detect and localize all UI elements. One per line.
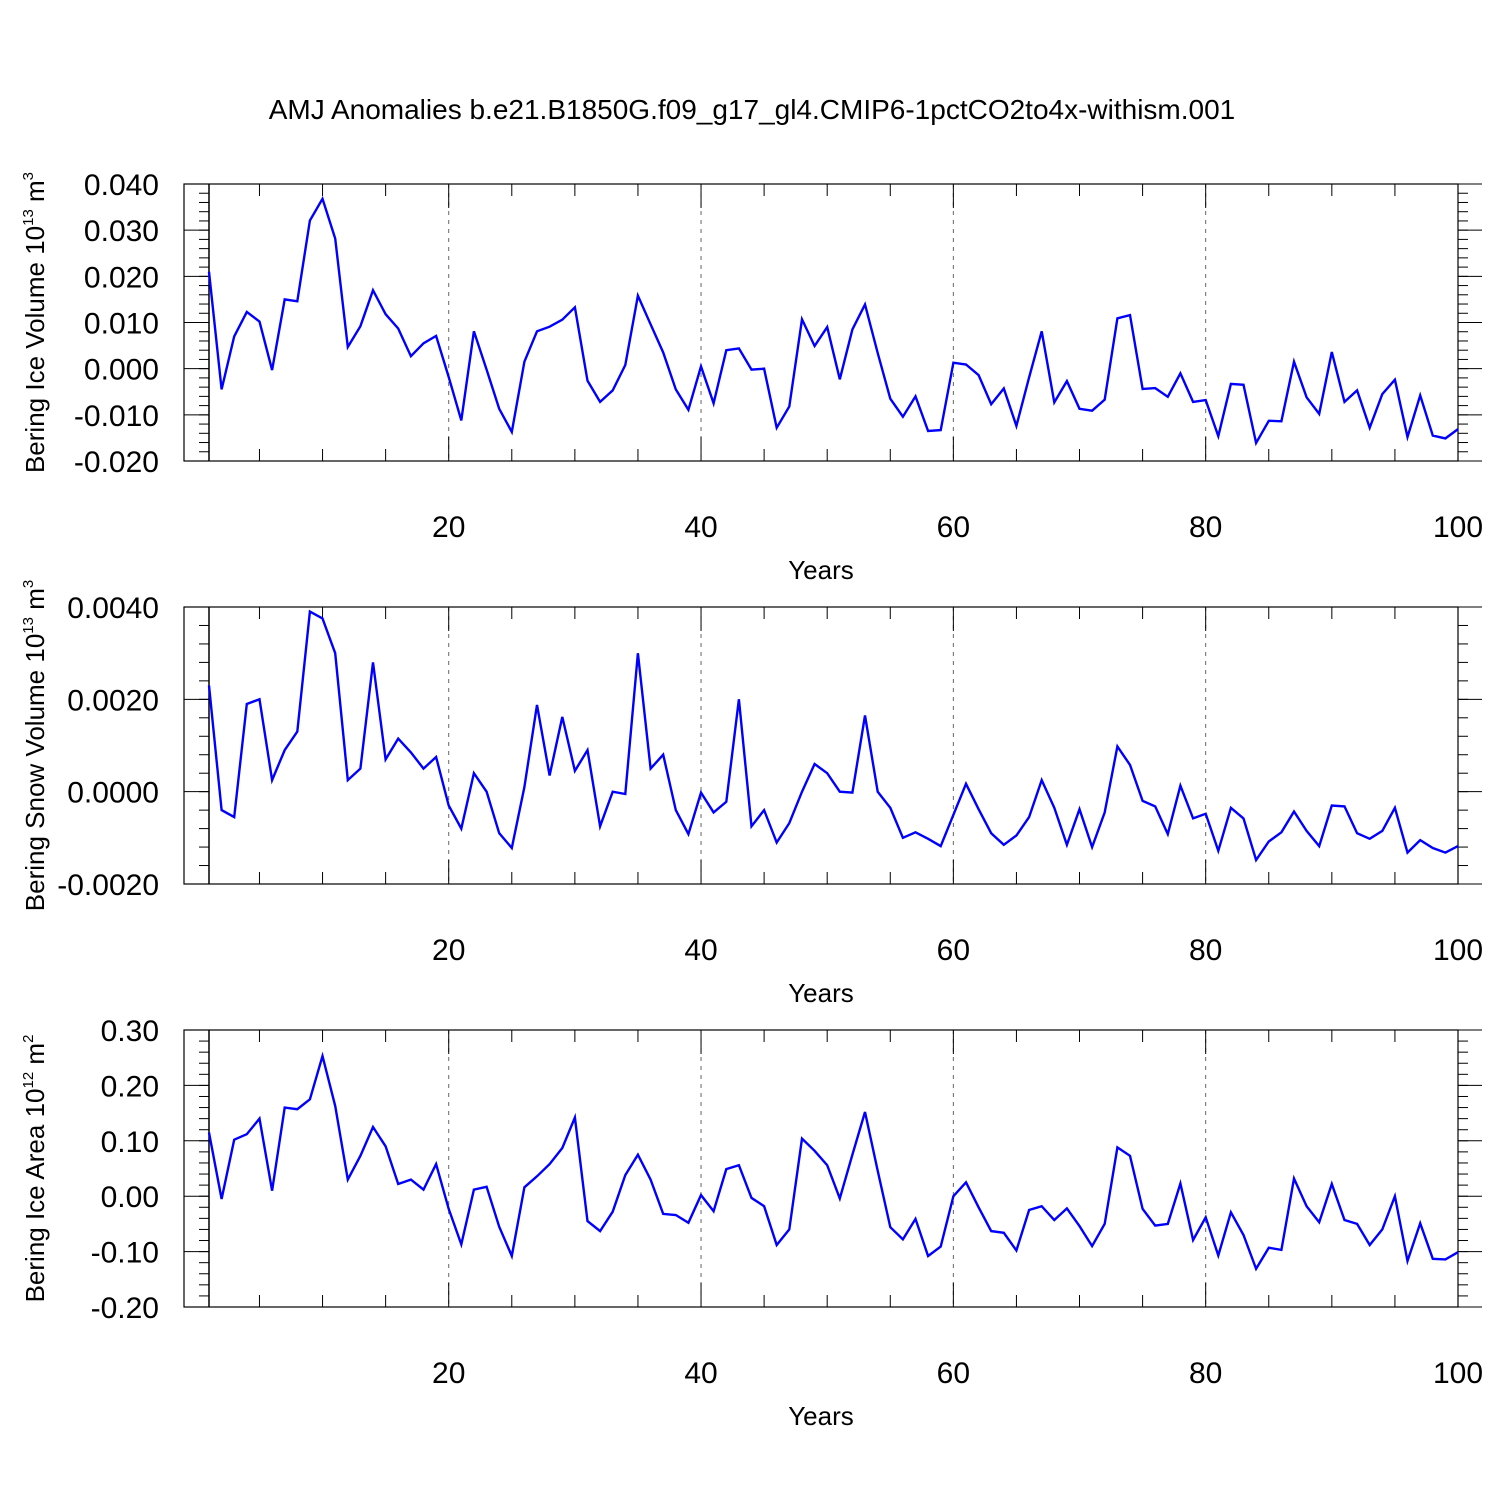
x-tick-label: 100 <box>1433 511 1483 544</box>
y-tick-label: 0.010 <box>84 308 159 341</box>
series-line <box>207 1051 1459 1272</box>
y-tick-label: -0.020 <box>74 446 159 479</box>
y-tick-label: 0.20 <box>101 1070 159 1103</box>
panel-2: -0.0020 0.0000 0.0020 0.0040 20 40 60 80 100 Year… <box>20 580 1483 1008</box>
y-axis-title: Bering Ice Area 1012 m2 <box>20 1035 50 1303</box>
y-axis-title: Bering Ice Volume 1013 m3 <box>20 172 50 473</box>
x-tick-label: 20 <box>432 511 465 544</box>
y-axis-title: Bering Snow Volume 1013 m3 <box>20 580 50 911</box>
series-line <box>207 195 1459 447</box>
y-tick-label: 0.0040 <box>67 592 159 625</box>
plot-frame <box>183 183 1459 462</box>
y-tick-label: 0.00 <box>101 1181 159 1214</box>
x-tick-label: 80 <box>1189 1357 1222 1390</box>
series-line <box>207 609 1459 863</box>
x-tick-label: 40 <box>684 1357 717 1390</box>
x-tick-label: 40 <box>684 511 717 544</box>
plot-frame <box>183 1029 1459 1308</box>
y-tick-label: 0.000 <box>84 354 159 387</box>
x-tick-label: 80 <box>1189 511 1222 544</box>
y-tick-label: -0.0020 <box>57 869 159 902</box>
x-axis-title: Years <box>788 978 854 1008</box>
x-tick-label: 60 <box>937 511 970 544</box>
y-tick-label: 0.10 <box>101 1126 159 1159</box>
x-tick-label: 100 <box>1433 1357 1483 1390</box>
y-tick-label: 0.0000 <box>67 777 159 810</box>
x-tick-label: 60 <box>937 1357 970 1390</box>
x-axis-title: Years <box>788 1401 854 1431</box>
x-tick-label: 100 <box>1433 934 1483 967</box>
x-tick-label: 80 <box>1189 934 1222 967</box>
plot-frame <box>183 606 1459 885</box>
panel-1: -0.020 -0.010 0.000 0.010 0.020 0.030 0.040 20 4… <box>20 169 1483 585</box>
y-tick-label: -0.10 <box>91 1237 159 1270</box>
x-axis-title: Years <box>788 555 854 585</box>
y-tick-label: 0.030 <box>84 215 159 248</box>
y-tick-label: 0.020 <box>84 261 159 294</box>
y-tick-label: 0.30 <box>101 1015 159 1048</box>
y-tick-label: -0.20 <box>91 1292 159 1325</box>
panel-3: -0.20 -0.10 0.00 0.10 0.20 0.30 20 40 60 80 100 Yea… <box>20 1015 1483 1431</box>
x-tick-label: 60 <box>937 934 970 967</box>
y-tick-label: 0.0020 <box>67 684 159 717</box>
x-tick-label: 20 <box>432 934 465 967</box>
chart-title: AMJ Anomalies b.e21.B1850G.f09_g17_gl4.C… <box>269 94 1236 125</box>
y-tick-label: -0.010 <box>74 400 159 433</box>
x-tick-label: 40 <box>684 934 717 967</box>
x-tick-label: 20 <box>432 1357 465 1390</box>
y-tick-label: 0.040 <box>84 169 159 202</box>
